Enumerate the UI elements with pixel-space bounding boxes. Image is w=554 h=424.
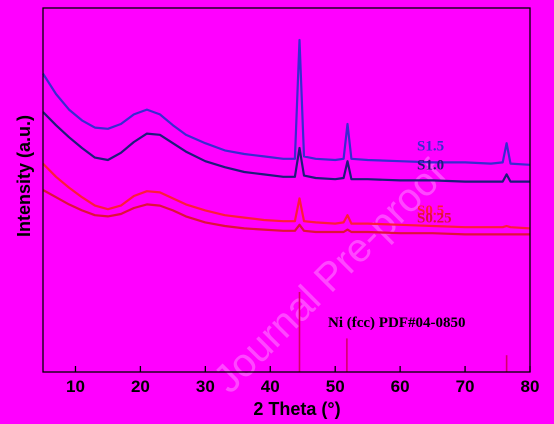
x-tick-label: 20 bbox=[131, 377, 150, 396]
series-label: S1.0 bbox=[417, 158, 444, 174]
x-tick-label: 60 bbox=[391, 377, 410, 396]
plot-frame bbox=[42, 7, 531, 373]
series-line bbox=[42, 38, 531, 166]
watermark-text: Journal Pre-proof bbox=[205, 151, 455, 401]
x-tick-label: 80 bbox=[521, 377, 540, 396]
x-tick-label: 30 bbox=[196, 377, 215, 396]
series-line bbox=[42, 162, 531, 230]
series-line bbox=[42, 189, 530, 236]
series-label: S0.25 bbox=[417, 210, 452, 226]
series-lines bbox=[42, 38, 531, 236]
x-tick-label: 70 bbox=[456, 377, 475, 396]
series-label: S1.5 bbox=[417, 138, 444, 154]
series-labels: S1.5 S1.0 S0.5S0.25 bbox=[417, 138, 452, 226]
x-tick-label: 10 bbox=[66, 377, 85, 396]
y-axis-title: Intensity (a.u.) bbox=[14, 115, 34, 237]
x-tick-label: 50 bbox=[326, 377, 345, 396]
x-axis-ticks: 10 20 30 40 50 60 70 80 bbox=[66, 366, 539, 396]
x-tick-label: 40 bbox=[261, 377, 280, 396]
reference-pattern bbox=[298, 292, 508, 372]
x-axis-title: 2 Theta (°) bbox=[253, 399, 340, 419]
reference-label: Ni (fcc) PDF#04-0850 bbox=[328, 315, 465, 331]
series-label: S0.5 bbox=[417, 203, 444, 219]
series-line bbox=[42, 111, 530, 183]
